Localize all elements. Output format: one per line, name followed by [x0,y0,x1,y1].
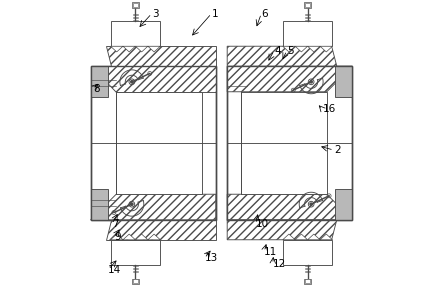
Polygon shape [110,46,123,52]
Text: 4: 4 [274,45,281,55]
Bar [335,66,353,98]
Polygon shape [106,220,216,240]
Polygon shape [148,46,160,52]
Bar [110,21,160,46]
Bar [116,92,202,194]
Text: 5: 5 [287,45,294,55]
Circle shape [131,203,133,205]
Bar [304,2,311,8]
Polygon shape [295,46,307,52]
Bar [304,279,311,284]
Polygon shape [283,46,295,52]
Text: 10: 10 [256,219,269,229]
Polygon shape [123,46,136,52]
Polygon shape [110,234,123,240]
Polygon shape [227,220,337,240]
Text: 2: 2 [334,145,341,155]
Bar [283,240,333,265]
Polygon shape [106,46,216,66]
Bar [90,188,108,220]
Bar [305,279,311,283]
Text: 12: 12 [273,259,286,269]
Polygon shape [307,234,320,240]
Bar [335,188,353,220]
Bar [90,66,108,98]
Bar [132,3,138,7]
Text: 14: 14 [108,265,121,275]
Circle shape [310,203,312,205]
Polygon shape [320,234,333,240]
Circle shape [310,81,312,83]
Polygon shape [136,234,148,240]
Text: 16: 16 [323,104,336,114]
Bar [132,279,138,283]
Text: 9: 9 [114,233,120,243]
Text: 13: 13 [204,253,218,263]
Bar [110,240,160,265]
Polygon shape [227,66,353,92]
Polygon shape [136,46,148,52]
Text: 8: 8 [93,84,100,94]
Bar [305,3,311,7]
Circle shape [131,81,133,83]
Bar [132,279,139,284]
Bar [132,2,139,8]
Bar [241,92,327,194]
Text: 6: 6 [261,9,268,19]
Polygon shape [283,234,295,240]
Text: 7: 7 [112,219,119,229]
Polygon shape [227,46,337,66]
Polygon shape [307,46,320,52]
Polygon shape [295,234,307,240]
Polygon shape [227,194,353,220]
Polygon shape [320,46,333,52]
Text: 3: 3 [152,9,159,19]
Polygon shape [90,66,216,92]
Bar [90,66,216,220]
Bar [227,66,353,220]
Text: 11: 11 [264,247,277,257]
Bar [227,66,353,220]
Bar [283,21,333,46]
Bar [90,66,216,220]
Polygon shape [148,234,160,240]
Polygon shape [90,194,216,220]
Polygon shape [123,234,136,240]
Text: 1: 1 [212,9,218,19]
